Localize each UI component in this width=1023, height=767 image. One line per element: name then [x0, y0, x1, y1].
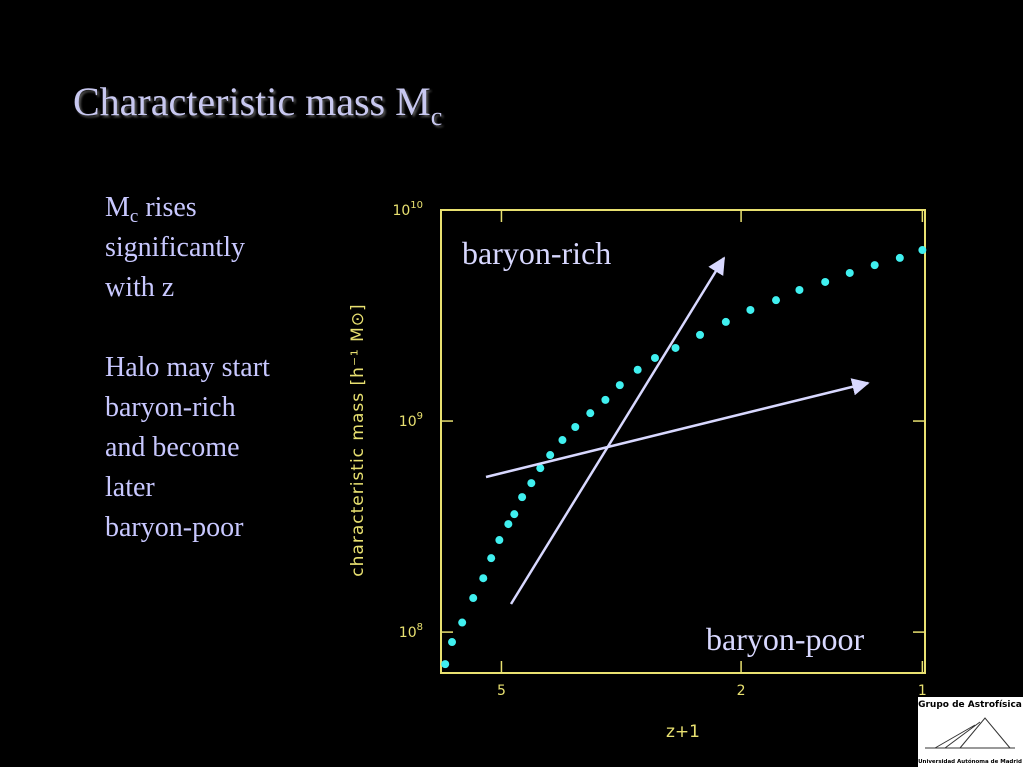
paragraph-line: and become: [105, 432, 240, 463]
y-axis-label: characteristic mass [h⁻¹ M⊙]: [348, 303, 368, 576]
data-point: [586, 409, 595, 418]
paragraph-line: later: [105, 472, 155, 503]
data-point: [518, 493, 527, 502]
tick-exponent: 8: [417, 622, 423, 633]
x-tick-label: 2: [737, 683, 746, 699]
tick-base: 10: [399, 625, 417, 641]
paragraph-line: Halo may start: [105, 352, 270, 383]
data-point: [650, 353, 659, 362]
title-text: Characteristic mass M: [73, 79, 431, 124]
tick-exponent: 9: [417, 411, 423, 422]
subscript: c: [130, 206, 138, 227]
data-point: [546, 451, 555, 460]
x-axis-label: z+1: [666, 722, 700, 742]
data-point: [721, 317, 730, 326]
paragraph-line: baryon-rich: [105, 392, 236, 423]
data-point: [469, 594, 478, 603]
arrow: [509, 256, 726, 605]
data-point: [536, 464, 545, 473]
data-point: [746, 305, 755, 314]
data-point: [870, 261, 879, 270]
tick-exponent: 10: [410, 200, 423, 211]
data-point: [772, 296, 781, 305]
logo-text: Universidad Autónoma de Madrid: [918, 758, 1022, 765]
data-point: [441, 660, 450, 669]
data-point: [504, 520, 513, 529]
y-tick-label: 109: [399, 411, 423, 430]
data-point: [510, 510, 519, 519]
data-point: [479, 574, 488, 583]
data-point: [615, 381, 624, 390]
tick-base: 10: [392, 203, 410, 219]
arrow: [485, 378, 870, 479]
title-subscript: c: [431, 102, 443, 131]
paragraph-line: with z: [105, 272, 174, 303]
paragraph-line: Mc rises: [105, 192, 197, 227]
symbol: M: [105, 192, 130, 223]
logo-box: [918, 697, 1023, 767]
body-text: Mc rises significantly with z Halo may start…: [105, 192, 270, 543]
annotation: baryon-poor: [706, 621, 865, 657]
data-point: [601, 395, 610, 404]
data-point: [795, 285, 804, 294]
data-point: [448, 638, 457, 647]
x-tick-label: 5: [497, 683, 506, 699]
data-point: [487, 554, 496, 563]
data-point: [527, 479, 536, 488]
logo-text: Grupo de Astrofísica: [918, 700, 1022, 710]
data-point: [918, 246, 927, 255]
data-point: [458, 618, 467, 627]
y-tick-label: 108: [399, 622, 423, 641]
data-point: [821, 277, 830, 286]
paragraph-line: baryon-poor: [105, 512, 244, 543]
plot-frame: [440, 209, 926, 674]
data-point: [845, 268, 854, 277]
data-point: [571, 423, 580, 432]
tick-base: 10: [399, 414, 417, 430]
data-point: [696, 330, 705, 339]
logo-drawing: [925, 717, 1015, 749]
data-point: [671, 343, 680, 352]
data-point: [633, 365, 642, 374]
annotation: baryon-rich: [462, 235, 611, 271]
slide-title: Characteristic mass Mc: [73, 79, 442, 131]
data-point: [895, 253, 904, 262]
data-point: [495, 536, 504, 545]
paragraph-line: significantly: [105, 232, 245, 263]
y-tick-label: 1010: [392, 200, 423, 219]
x-tick-label: 1: [918, 683, 927, 699]
logo: Grupo de Astrofísica Universidad Autónom…: [918, 697, 1023, 767]
data-point: [558, 436, 567, 445]
line-text: rises: [145, 192, 196, 223]
